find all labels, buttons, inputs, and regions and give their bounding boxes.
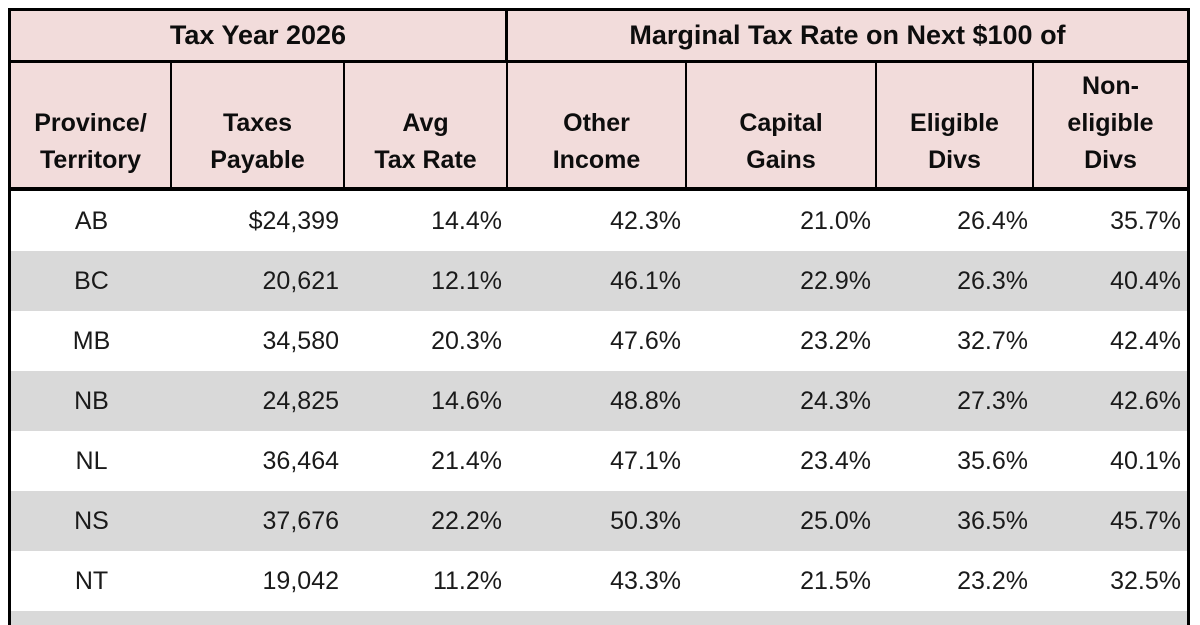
province-cell: NB <box>74 386 109 415</box>
column-header-row: Province/Territory Taxes Payable Avg Tax Rat… <box>11 63 1187 191</box>
value-cell: 46.1% <box>610 266 681 295</box>
column-header-line: Taxes <box>222 109 293 137</box>
table-row-ab: AB $24,399 14.4% 42.3% 21.0% 26.4% 35.7% <box>11 191 1187 251</box>
column-header-line: Capital <box>739 109 823 137</box>
value-cell: 25.0% <box>800 506 871 535</box>
column-header-eligible-divs: Eligible Divs <box>877 63 1034 187</box>
value-cell: 14.4% <box>431 206 502 235</box>
value-cell: 14.6% <box>431 386 502 415</box>
province-cell: AB <box>74 206 109 235</box>
column-header-line: Divs <box>928 146 981 174</box>
value-cell: 35.7% <box>1110 206 1181 235</box>
value-cell: 11.2% <box>432 566 502 595</box>
value-cell: 32.7% <box>957 326 1028 355</box>
header-group-tax-year: Tax Year 2026 <box>11 11 508 60</box>
table-row-ns: NS 37,676 22.2% 50.3% 25.0% 36.5% 45.7% <box>11 491 1187 551</box>
column-header-other-income: Other Income <box>508 63 687 187</box>
column-header-line: Income <box>552 146 641 174</box>
province-cell: NL <box>75 446 108 475</box>
header-group-row: Tax Year 2026 Marginal Tax Rate on Next … <box>11 11 1187 63</box>
value-cell: 26.3% <box>957 266 1028 295</box>
value-cell: 12.1% <box>431 266 502 295</box>
column-header-province-territory: Province/Territory <box>11 63 172 187</box>
value-cell: 36.5% <box>957 506 1028 535</box>
value-cell: 27.3% <box>957 386 1028 415</box>
value-cell: 40.1% <box>1110 446 1181 475</box>
value-cell: 23.4% <box>800 446 871 475</box>
value-cell: 21.5% <box>800 566 871 595</box>
value-cell: 32.5% <box>1110 566 1181 595</box>
province-cell: BC <box>74 266 109 295</box>
header-group-marginal-tax-rate: Marginal Tax Rate on Next $100 of <box>629 20 1066 50</box>
value-cell: 23.2% <box>957 566 1028 595</box>
column-header-line: Eligible <box>910 109 999 137</box>
value-cell: 21.0% <box>800 206 871 235</box>
value-cell: 23.2% <box>800 326 871 355</box>
value-cell: 48.8% <box>610 386 681 415</box>
column-header-taxes-payable: Taxes Payable <box>172 63 345 187</box>
value-cell: 20,621 <box>262 266 339 295</box>
column-header-line: Avg <box>402 109 449 137</box>
column-header-line: Tax Rate <box>374 146 477 174</box>
value-cell: 45.7% <box>1110 506 1181 535</box>
column-header-avg-tax-rate: Avg Tax Rate <box>345 63 508 187</box>
table-row-mb: MB 34,580 20.3% 47.6% 23.2% 32.7% 42.4% <box>11 311 1187 371</box>
table-row-bc: BC 20,621 12.1% 46.1% 22.9% 26.3% 40.4% <box>11 251 1187 311</box>
column-header-line: Territory <box>40 146 141 174</box>
column-header-line: Gains <box>746 146 816 174</box>
value-cell: 24.3% <box>800 386 871 415</box>
value-cell: 50.3% <box>610 506 681 535</box>
province-cell: NS <box>74 506 109 535</box>
value-cell: 37,676 <box>262 506 339 535</box>
value-cell: 19,042 <box>262 566 339 595</box>
value-cell: 26.4% <box>957 206 1028 235</box>
table-row-nl: NL 36,464 21.4% 47.1% 23.4% 35.6% 40.1% <box>11 431 1187 491</box>
province-cell: NT <box>74 566 109 595</box>
value-cell: 24,825 <box>262 386 339 415</box>
table-row-nt: NT 19,042 11.2% 43.3% 21.5% 23.2% 32.5% <box>11 551 1187 611</box>
value-cell: $24,399 <box>248 206 339 235</box>
value-cell: 21.4% <box>431 446 502 475</box>
column-header-non-eligible-divs: Non-eligible Divs <box>1034 63 1187 187</box>
tax-rate-table: Tax Year 2026 Marginal Tax Rate on Next … <box>8 8 1190 625</box>
value-cell: 42.6% <box>1110 386 1181 415</box>
value-cell: 22.2% <box>431 506 502 535</box>
table-row-nb: NB 24,825 14.6% 48.8% 24.3% 27.3% 42.6% <box>11 371 1187 431</box>
column-header-line: Non- <box>1082 72 1139 100</box>
column-header-capital-gains: Capital Gains <box>687 63 877 187</box>
value-cell: 42.4% <box>1110 326 1181 355</box>
value-cell: 47.6% <box>610 326 681 355</box>
partial-next-row <box>11 611 1187 625</box>
value-cell: 40.4% <box>1110 266 1181 295</box>
province-cell: MB <box>72 326 111 355</box>
column-header-line: Other <box>563 109 630 137</box>
value-cell: 36,464 <box>262 446 339 475</box>
value-cell: 35.6% <box>957 446 1028 475</box>
column-header-line: Divs <box>1084 146 1137 174</box>
value-cell: 42.3% <box>610 206 681 235</box>
value-cell: 22.9% <box>800 266 871 295</box>
column-header-line: Province/ <box>34 109 147 137</box>
value-cell: 47.1% <box>610 446 681 475</box>
value-cell: 43.3% <box>610 566 681 595</box>
column-header-line: eligible <box>1067 109 1154 137</box>
table-body: AB $24,399 14.4% 42.3% 21.0% 26.4% 35.7% BC 20,6… <box>11 191 1187 625</box>
value-cell: 34,580 <box>262 326 339 355</box>
column-header-line: Payable <box>210 146 305 174</box>
value-cell: 20.3% <box>431 326 502 355</box>
